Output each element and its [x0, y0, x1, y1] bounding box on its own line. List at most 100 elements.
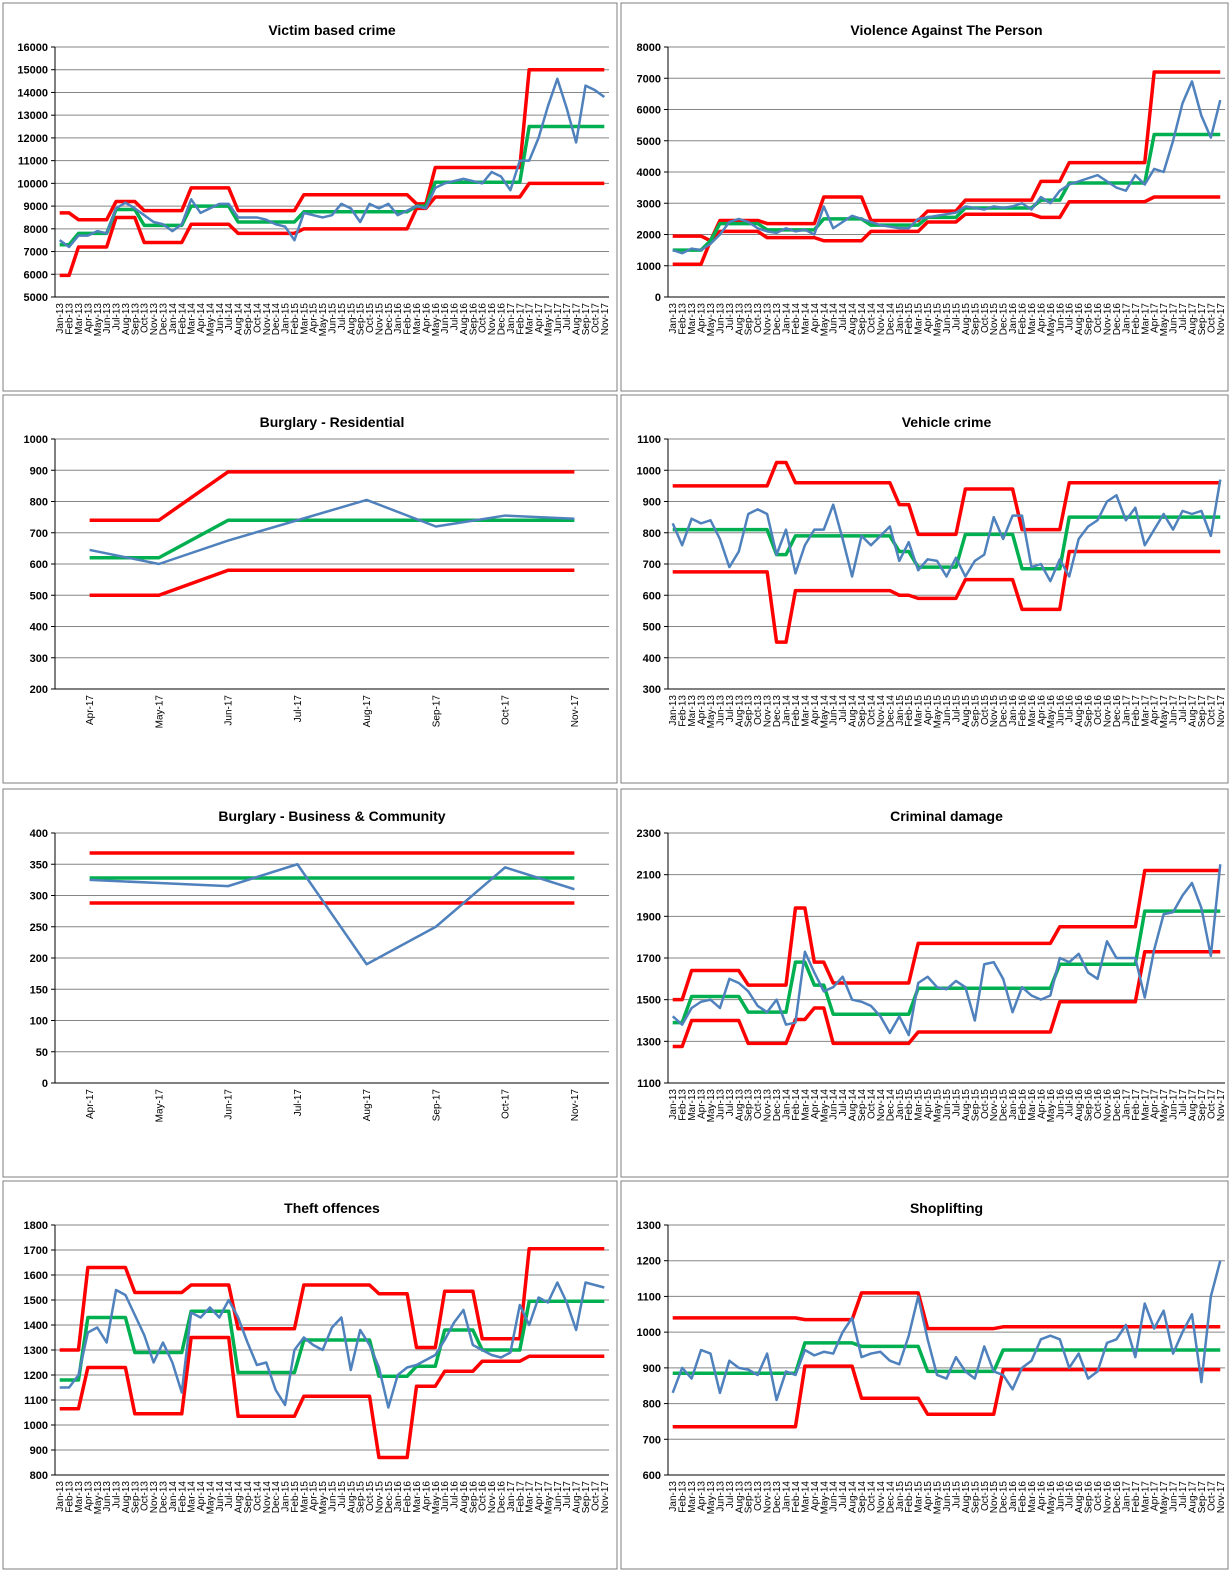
- x-tick-label: Dec-15: [999, 1089, 1010, 1122]
- x-tick-label: Mar-13: [687, 1481, 698, 1513]
- x-tick-label: Oct-17: [590, 1481, 601, 1511]
- y-tick-label: 7000: [637, 73, 661, 85]
- x-tick-label: Apr-16: [1036, 1089, 1047, 1119]
- x-tick-label: Apr-13: [83, 303, 94, 333]
- x-tick-label: Mar-14: [800, 695, 811, 727]
- panel-border: [2, 394, 618, 784]
- x-tick-label: May-16: [431, 1481, 442, 1515]
- x-tick-label: Sep-14: [857, 1481, 868, 1514]
- x-tick-label: Nov-13: [763, 303, 774, 336]
- x-tick-label: Mar-16: [1027, 695, 1038, 727]
- x-tick-label: Jul-15: [951, 695, 962, 723]
- x-tick-label: Feb-16: [403, 303, 414, 335]
- x-tick-label: Oct-17: [590, 303, 601, 333]
- x-tick-label: Jan-14: [782, 1089, 793, 1120]
- y-tick-label: 1300: [637, 1036, 661, 1048]
- x-tick-label: Jan-14: [168, 1481, 179, 1512]
- series-line: [671, 479, 1222, 583]
- x-tick-label: Sep-16: [1084, 1089, 1095, 1122]
- series-line: [672, 460, 1221, 537]
- series-line: [89, 518, 575, 560]
- x-tick-label: Aug-13: [734, 303, 745, 336]
- y-tick-label: 0: [42, 1078, 48, 1090]
- x-tick-label: Aug-15: [961, 303, 972, 336]
- x-tick-label: Dec-16: [1112, 303, 1123, 336]
- chart-title: Victim based crime: [268, 22, 396, 38]
- x-tick-label: Dec-15: [384, 303, 395, 336]
- series-line: [672, 868, 1221, 1002]
- x-tick-label: Sep-14: [857, 695, 868, 728]
- x-tick-label: Jan-17: [1121, 1481, 1132, 1512]
- x-tick-label: Feb-16: [1018, 695, 1029, 727]
- series-line: [58, 77, 606, 249]
- x-tick-label: Nov-17: [570, 695, 581, 728]
- x-tick-label: Mar-15: [914, 1089, 925, 1121]
- x-tick-label: Oct-13: [753, 695, 764, 725]
- x-tick-label: May-15: [318, 1481, 329, 1515]
- y-tick-label: 1100: [637, 1078, 661, 1090]
- x-tick-label: Dec-16: [497, 303, 508, 336]
- y-tick-label: 700: [643, 559, 661, 571]
- x-tick-label: Aug-16: [1074, 303, 1085, 336]
- x-tick-label: Jul-15: [951, 303, 962, 331]
- x-tick-label: Feb-13: [65, 303, 76, 335]
- x-tick-label: Jul-16: [450, 303, 461, 331]
- x-tick-label: Mar-15: [299, 303, 310, 335]
- x-tick-label: Jun-17: [553, 1481, 564, 1512]
- y-tick-label: 1200: [637, 1256, 661, 1268]
- x-tick-label: Nov-14: [262, 303, 273, 336]
- x-tick-label: Jul-14: [224, 1481, 235, 1509]
- x-tick-label: Nov-16: [1102, 1089, 1113, 1122]
- x-tick-label: Jul-14: [224, 303, 235, 331]
- y-tick-label: 2000: [637, 230, 661, 242]
- y-tick-label: 13000: [17, 110, 48, 122]
- y-tick-label: 900: [30, 465, 48, 477]
- x-tick-label: Apr-14: [810, 1481, 821, 1511]
- x-tick-label: Mar-17: [525, 303, 536, 335]
- y-tick-label: 800: [643, 1399, 661, 1411]
- y-tick-label: 14000: [17, 87, 48, 99]
- x-tick-label: May-15: [933, 1089, 944, 1123]
- chart-panel: Violence Against The Person 0 1000 2000 3000…: [620, 2, 1229, 392]
- y-tick-label: 1100: [637, 1291, 661, 1303]
- x-tick-label: Feb-16: [403, 1481, 414, 1513]
- y-tick-label: 1100: [637, 434, 661, 446]
- x-tick-label: Aug-17: [572, 303, 583, 336]
- x-tick-label: Nov-15: [374, 1481, 385, 1514]
- x-tick-label: Feb-13: [678, 303, 689, 335]
- x-tick-label: Jun-16: [440, 1481, 451, 1512]
- x-tick-label: Apr-15: [923, 695, 934, 725]
- x-tick-label: Oct-15: [365, 303, 376, 333]
- series-line: [671, 864, 1222, 1037]
- x-tick-label: Sep-17: [581, 1481, 592, 1514]
- x-tick-label: Apr-14: [810, 695, 821, 725]
- y-tick-label: 1000: [24, 434, 48, 446]
- x-tick-label: Aug-17: [1187, 1481, 1198, 1514]
- x-tick-label: Jan-16: [393, 1481, 404, 1512]
- x-tick-label: Apr-15: [309, 303, 320, 333]
- series-line: [59, 67, 605, 222]
- x-tick-label: Sep-15: [970, 695, 981, 728]
- series-line: [672, 80, 1222, 255]
- x-tick-label: Sep-13: [744, 303, 755, 336]
- x-tick-label: Mar-14: [800, 303, 811, 335]
- x-tick-label: May-15: [933, 303, 944, 337]
- x-tick-label: Dec-15: [384, 1481, 395, 1514]
- x-tick-label: Oct-16: [1093, 1481, 1104, 1511]
- x-tick-label: Apr-17: [85, 1089, 96, 1119]
- series-line: [89, 568, 575, 597]
- x-tick-label: Jan-15: [895, 1089, 906, 1120]
- x-tick-label: Jan-17: [1121, 303, 1132, 334]
- y-tick-label: 2100: [637, 870, 661, 882]
- y-tick-label: 1800: [24, 1220, 48, 1232]
- x-tick-label: Nov-17: [1216, 1089, 1227, 1122]
- series-line: [89, 498, 575, 566]
- y-tick-label: 1900: [637, 911, 661, 923]
- x-tick-label: Jul-16: [450, 1481, 461, 1509]
- y-tick-label: 300: [30, 891, 48, 903]
- x-tick-label: Sep-17: [1197, 1481, 1208, 1514]
- x-tick-label: Apr-13: [697, 1481, 708, 1511]
- y-tick-label: 800: [643, 528, 661, 540]
